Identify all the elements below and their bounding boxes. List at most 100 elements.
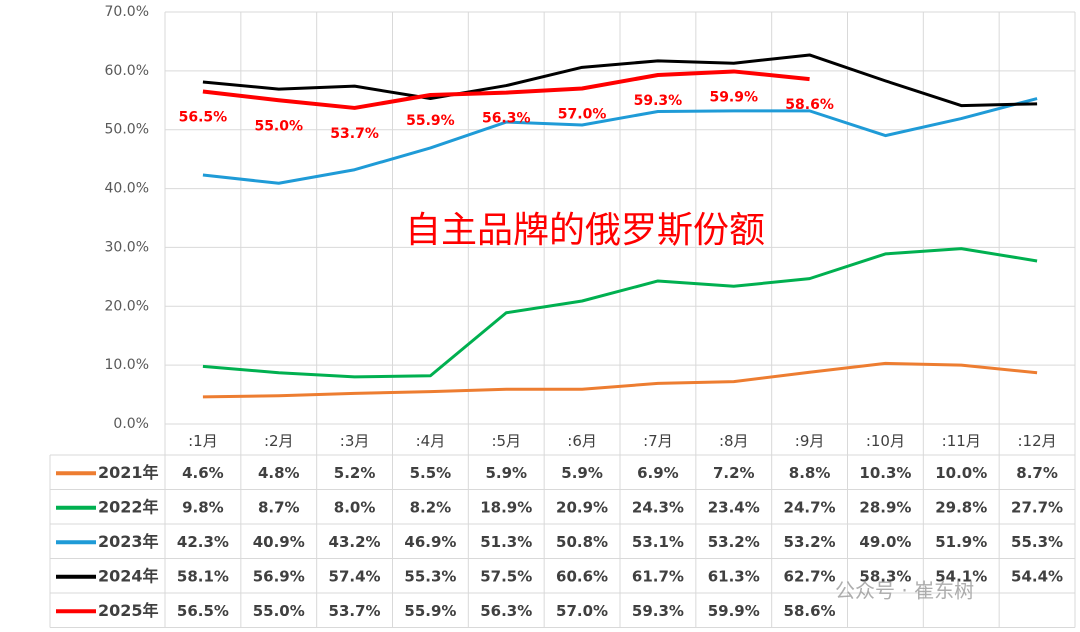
table-cell: 59.9% (708, 602, 760, 620)
table-cell: 55.3% (404, 567, 456, 585)
legend-label: 2023年 (98, 532, 159, 551)
data-label: 56.5% (179, 109, 228, 125)
table-cell: 5.2% (334, 464, 376, 482)
data-label: 57.0% (558, 107, 607, 123)
table-cell: 51.9% (935, 533, 987, 551)
table-cell: 60.6% (556, 567, 608, 585)
table-cell: 5.5% (410, 464, 452, 482)
table-cell: 58.3% (859, 567, 911, 585)
data-label: 56.3% (482, 111, 531, 127)
table-cell: 57.4% (329, 567, 381, 585)
x-tick-label: :3月 (340, 432, 370, 450)
table-cell: 6.9% (637, 464, 679, 482)
table-cell: 43.2% (329, 533, 381, 551)
y-tick-label: 10.0% (105, 357, 149, 373)
x-tick-label: :9月 (795, 432, 825, 450)
x-tick-label: :7月 (643, 432, 673, 450)
y-tick-label: 70.0% (105, 4, 149, 20)
y-tick-label: 40.0% (105, 181, 149, 197)
legend-label: 2025年 (98, 601, 159, 620)
data-label: 59.3% (634, 93, 683, 109)
y-tick-label: 0.0% (113, 416, 149, 432)
table-cell: 55.9% (404, 602, 456, 620)
annotation: 自主品牌的俄罗斯份额 (405, 210, 765, 251)
table-cell: 53.2% (784, 533, 836, 551)
table-cell: 57.5% (480, 567, 532, 585)
table-cell: 58.6% (784, 602, 836, 620)
table-cell: 24.7% (784, 498, 836, 516)
table-cell: 56.9% (253, 567, 305, 585)
table-cell: 59.3% (632, 602, 684, 620)
table-cell: 28.9% (859, 498, 911, 516)
x-tick-label: :6月 (567, 432, 597, 450)
table-cell: 27.7% (1011, 498, 1063, 516)
table-cell: 5.9% (485, 464, 527, 482)
table-cell: 53.2% (708, 533, 760, 551)
table-cell: 50.8% (556, 533, 608, 551)
x-tick-label: :4月 (416, 432, 446, 450)
legend-label: 2024年 (98, 566, 159, 585)
y-tick-label: 60.0% (105, 63, 149, 79)
table-cell: 4.6% (182, 464, 224, 482)
table-cell: 8.7% (258, 498, 300, 516)
table-cell: 18.9% (480, 498, 532, 516)
table-cell: 7.2% (713, 464, 755, 482)
table-cell: 10.0% (935, 464, 987, 482)
table-cell: 5.9% (561, 464, 603, 482)
data-label: 59.9% (709, 89, 758, 105)
table-cell: 53.1% (632, 533, 684, 551)
table-cell: 54.1% (935, 567, 987, 585)
table-cell: 49.0% (859, 533, 911, 551)
table-cell: 4.8% (258, 464, 300, 482)
x-tick-label: :2月 (264, 432, 294, 450)
series-line (202, 97, 1038, 185)
table-cell: 55.3% (1011, 533, 1063, 551)
x-tick-label: :10月 (866, 432, 905, 450)
table-cell: 8.8% (789, 464, 831, 482)
table-cell: 62.7% (784, 567, 836, 585)
table-cell: 8.2% (410, 498, 452, 516)
table-cell: 56.5% (177, 602, 229, 620)
x-tick-label: :1月 (188, 432, 218, 450)
series-line (202, 361, 1038, 399)
table-cell: 40.9% (253, 533, 305, 551)
table-cell: 8.7% (1016, 464, 1058, 482)
table-cell: 58.1% (177, 567, 229, 585)
series-line (202, 53, 1038, 108)
legend-label: 2021年 (98, 463, 159, 482)
table-cell: 10.3% (859, 464, 911, 482)
table-cell: 46.9% (404, 533, 456, 551)
data-label: 55.0% (254, 118, 303, 134)
table-cell: 61.3% (708, 567, 760, 585)
watermark: 公众号 · 崔东树 (835, 579, 974, 603)
y-tick-label: 50.0% (105, 122, 149, 138)
table-cell: 61.7% (632, 567, 684, 585)
legend-label: 2022年 (98, 497, 159, 516)
table-cell: 56.3% (480, 602, 532, 620)
x-tick-label: :5月 (491, 432, 521, 450)
table-cell: 53.7% (329, 602, 381, 620)
table-cell: 29.8% (935, 498, 987, 516)
data-label: 53.7% (330, 126, 379, 142)
data-label: 58.6% (785, 97, 834, 113)
table-cell: 57.0% (556, 602, 608, 620)
table-cell: 54.4% (1011, 567, 1063, 585)
table-cell: 55.0% (253, 602, 305, 620)
x-tick-label: :12月 (1018, 432, 1057, 450)
table-cell: 42.3% (177, 533, 229, 551)
x-tick-label: :8月 (719, 432, 749, 450)
table-cell: 24.3% (632, 498, 684, 516)
y-tick-label: 20.0% (105, 298, 149, 314)
x-tick-label: :11月 (942, 432, 981, 450)
data-label: 55.9% (406, 113, 455, 129)
y-tick-label: 30.0% (105, 239, 149, 255)
series-line (202, 247, 1038, 379)
table-cell: 8.0% (334, 498, 376, 516)
series-line (202, 69, 810, 110)
table-cell: 51.3% (480, 533, 532, 551)
table-cell: 23.4% (708, 498, 760, 516)
table-cell: 9.8% (182, 498, 224, 516)
